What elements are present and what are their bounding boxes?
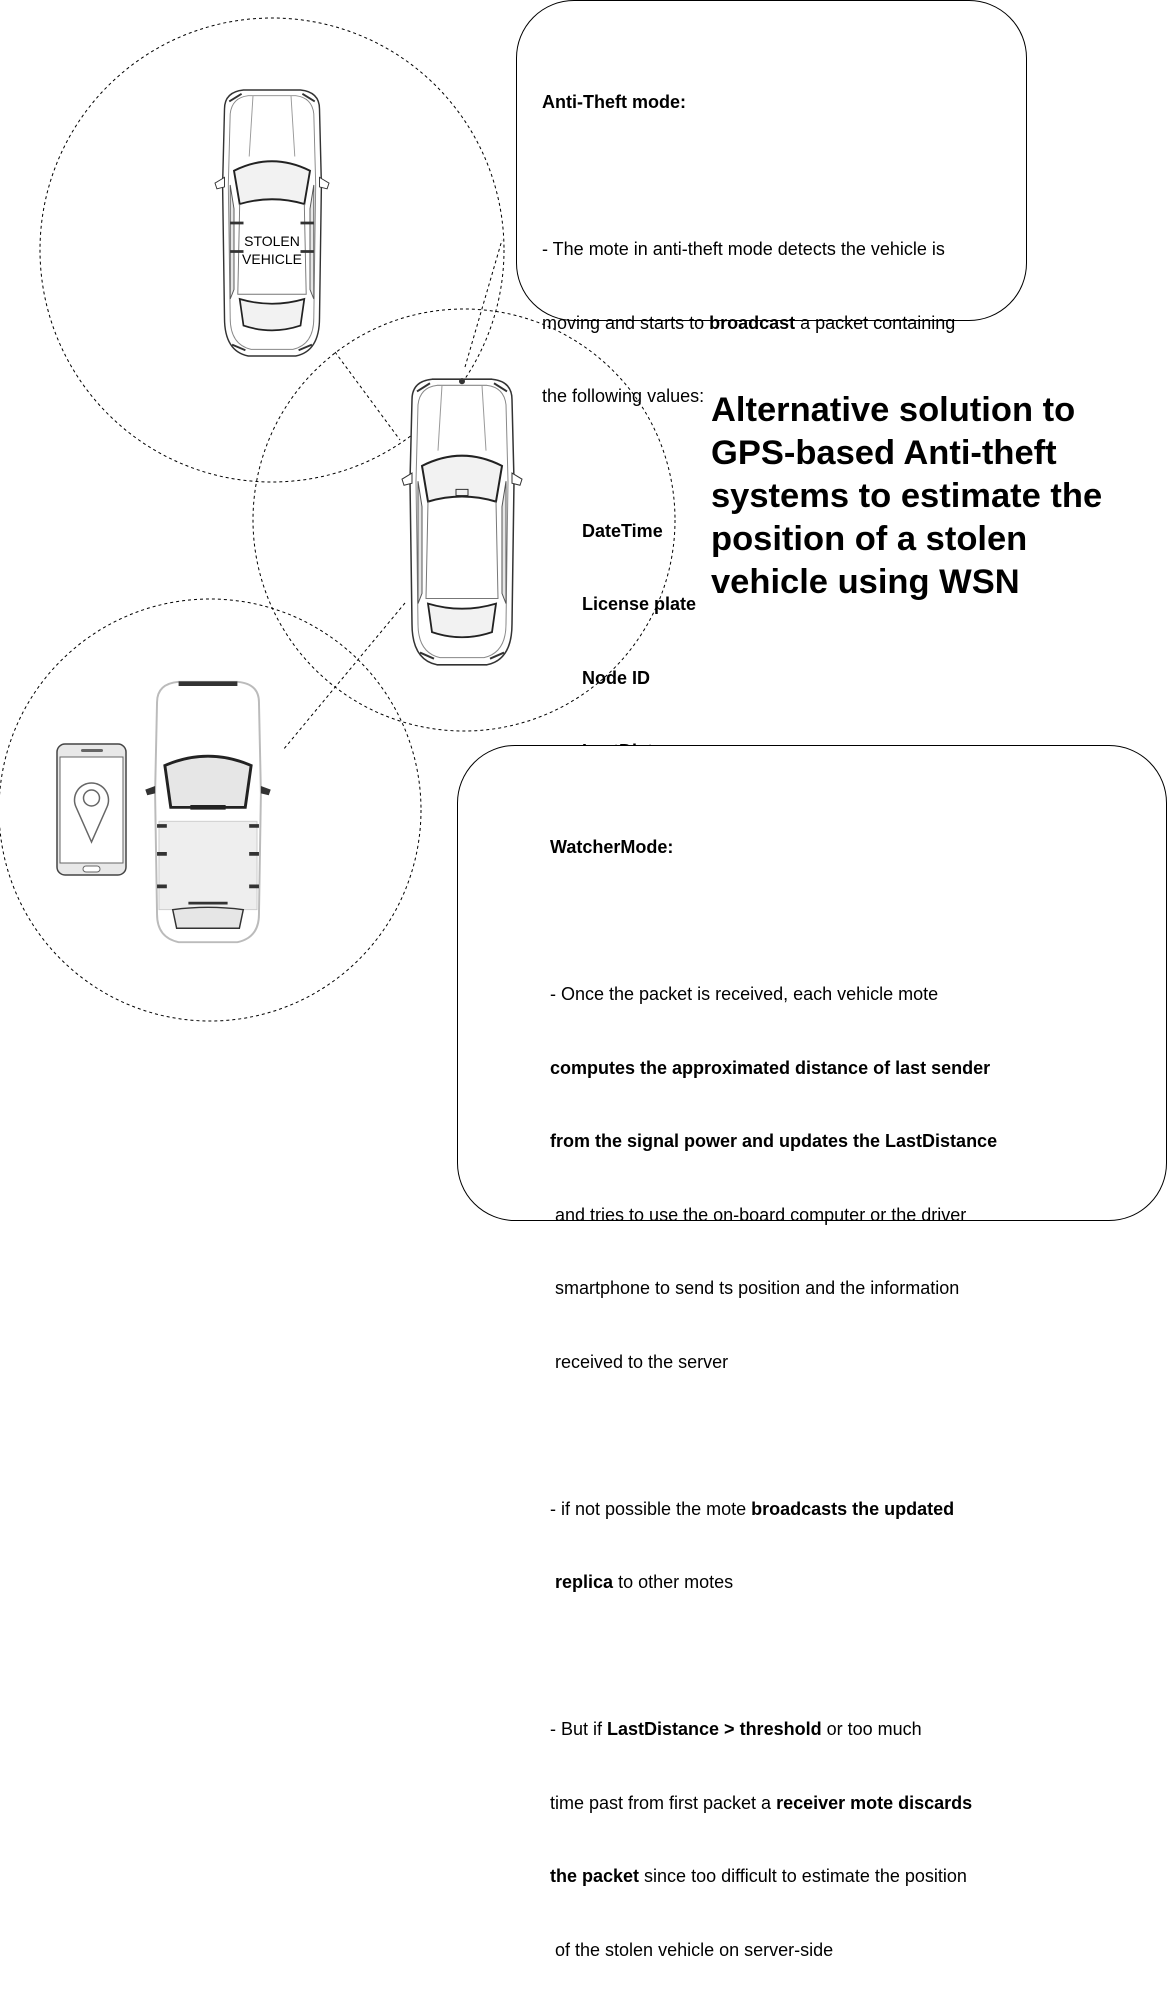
range-circle-middle [252,308,676,732]
stolen-vehicle-label-line1: STOLEN [244,233,300,249]
anti-theft-line-1: - The mote in anti-theft mode detects th… [542,239,945,259]
car-top-view-icon [145,680,271,944]
watcher-line-4: and tries to use the on-board computer o… [550,1204,967,1225]
link-line-3 [282,602,406,751]
link-line-2 [464,239,503,368]
stolen-vehicle-label: STOLEN VEHICLE [226,232,318,268]
anti-theft-line-2: moving and starts to broadcast a packet … [542,312,956,333]
watcher-line-8: replica to other motes [555,1572,734,1592]
watcher-mode-box: WatcherMode: - Once the packet is receiv… [457,745,1167,1960]
map-pin-icon [73,782,110,844]
watcher-line-3: from the signal power and updates the La… [550,1131,998,1151]
watcher-line-10: time past from first packet a receiver m… [550,1792,973,1813]
anti-theft-text: Anti-Theft mode: - The mote in anti-thef… [542,41,955,862]
watcher-line-5: smartphone to send ts position and the i… [550,1278,960,1298]
watcher-line-11: the packet since too difficult to estima… [550,1866,967,1886]
watcher-line-1: - Once the packet is received, each vehi… [550,984,939,1004]
watcher-mode-text: WatcherMode: - Once the packet is receiv… [550,786,997,2011]
watcher-line-12: of the stolen vehicle on server-side [550,1939,834,1960]
watcher-line-7: - if not possible the mote broadcasts th… [550,1498,955,1519]
packet-value-license-plate: License plate [582,594,697,614]
anti-theft-box: Anti-Theft mode: - The mote in anti-thef… [516,0,1027,761]
anti-theft-heading: Anti-Theft mode: [542,92,686,112]
watcher-line-2: computes the approximated distance of la… [550,1057,991,1078]
car-top-view-icon [214,89,330,357]
diagram-title: Alternative solution to GPS-based Anti-t… [711,391,1103,601]
watcher-line-9: - But if LastDistance > threshold or too… [550,1719,922,1739]
stolen-vehicle-label-line2: VEHICLE [242,251,302,267]
smartphone-icon [56,743,127,876]
watcher-heading: WatcherMode: [550,837,674,857]
watcher-line-6: received to the server [550,1351,729,1372]
link-line-1 [334,351,401,441]
packet-value-datetime: DateTime [582,520,663,541]
diagram-canvas [0,17,676,1022]
range-circle-watcher [0,598,422,1022]
car-top-view-icon [400,378,524,666]
packet-value-node-id: Node ID [582,667,651,688]
anti-theft-line-3: the following values: [542,386,705,406]
range-circle-stolen [39,17,505,483]
